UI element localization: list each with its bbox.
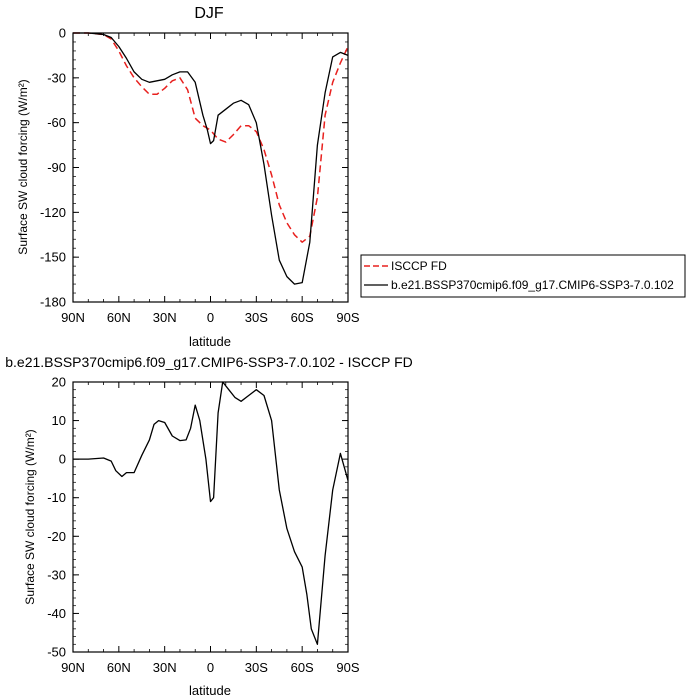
top-x-tick-label: 60N	[107, 310, 131, 325]
bottom-y-tick-label: 20	[52, 375, 66, 390]
top-x-tick-label: 0	[207, 310, 214, 325]
bottom-x-tick-label: 30S	[245, 660, 268, 675]
bottom-x-tick-label: 30N	[153, 660, 177, 675]
bottom-x-tick-label: 0	[207, 660, 214, 675]
top-plot-frame	[72, 32, 349, 303]
top-y-tick-label: 0	[59, 26, 66, 41]
bottom-x-tick-label: 90N	[61, 660, 85, 675]
bottom-y-tick-label: -30	[47, 567, 66, 582]
top-x-tick-label: 90N	[61, 310, 85, 325]
top-x-tick-label: 90S	[336, 310, 359, 325]
bottom-y-tick-label: -50	[47, 645, 66, 660]
top-legend: ISCCP FD b.e21.BSSP370cmip6.f09_g17.CMIP…	[360, 254, 686, 298]
bottom-plot-frame	[72, 381, 349, 653]
bottom-y-tick-label: 10	[52, 413, 66, 428]
bottom-plot-area: 90N 60N 30N 0 30S 60S 90S 20 10 0 -10 -20 -30 -40 -50	[47, 375, 360, 676]
top-chart-title: DJF	[194, 5, 224, 22]
top-y-tick-label: -30	[47, 70, 66, 85]
top-x-tick-label: 30S	[245, 310, 268, 325]
legend-label-isccp: ISCCP FD	[391, 259, 447, 273]
bottom-x-tick-label: 90S	[336, 660, 359, 675]
top-y-tick-label: -90	[47, 160, 66, 175]
bottom-y-tick-label: -40	[47, 606, 66, 621]
top-y-axis-label: Surface SW cloud forcing (W/m²)	[16, 79, 30, 254]
top-x-tick-label: 30N	[153, 310, 177, 325]
bottom-series-line-0	[73, 381, 349, 645]
top-y-tick-label: -150	[40, 250, 66, 265]
legend-box	[360, 254, 686, 298]
top-plot-area: 90N 60N 30N 0 30S 60S 90S 0 -30 -60 -90 -120 -150 -18…	[40, 26, 360, 326]
top-y-tick-label: -180	[40, 295, 66, 310]
bottom-chart-title: b.e21.BSSP370cmip6.f09_g17.CMIP6-SSP3-7.…	[5, 354, 413, 370]
bottom-y-tick-label: -10	[47, 490, 66, 505]
top-y-tick-label: -120	[40, 205, 66, 220]
top-x-tick-label: 60S	[291, 310, 314, 325]
top-series-line-1	[73, 32, 349, 285]
bottom-y-tick-label: -20	[47, 529, 66, 544]
bottom-y-tick-label: 0	[59, 452, 66, 467]
top-x-axis-label: latitude	[189, 334, 231, 349]
legend-label-model: b.e21.BSSP370cmip6.f09_g17.CMIP6-SSP3-7.…	[391, 278, 674, 292]
bottom-y-axis-label: Surface SW cloud forcing (W/m²)	[23, 429, 37, 604]
bottom-x-tick-label: 60N	[107, 660, 131, 675]
bottom-x-tick-label: 60S	[291, 660, 314, 675]
top-y-tick-label: -60	[47, 115, 66, 130]
top-panel: DJF 90N 60N 30N 0 30S 60S 90S 0 -30 -60 -90 -120 -15…	[16, 5, 686, 349]
top-series-line-0	[73, 32, 349, 243]
bottom-x-axis-label: latitude	[189, 683, 231, 698]
bottom-panel: b.e21.BSSP370cmip6.f09_g17.CMIP6-SSP3-7.…	[5, 354, 413, 698]
